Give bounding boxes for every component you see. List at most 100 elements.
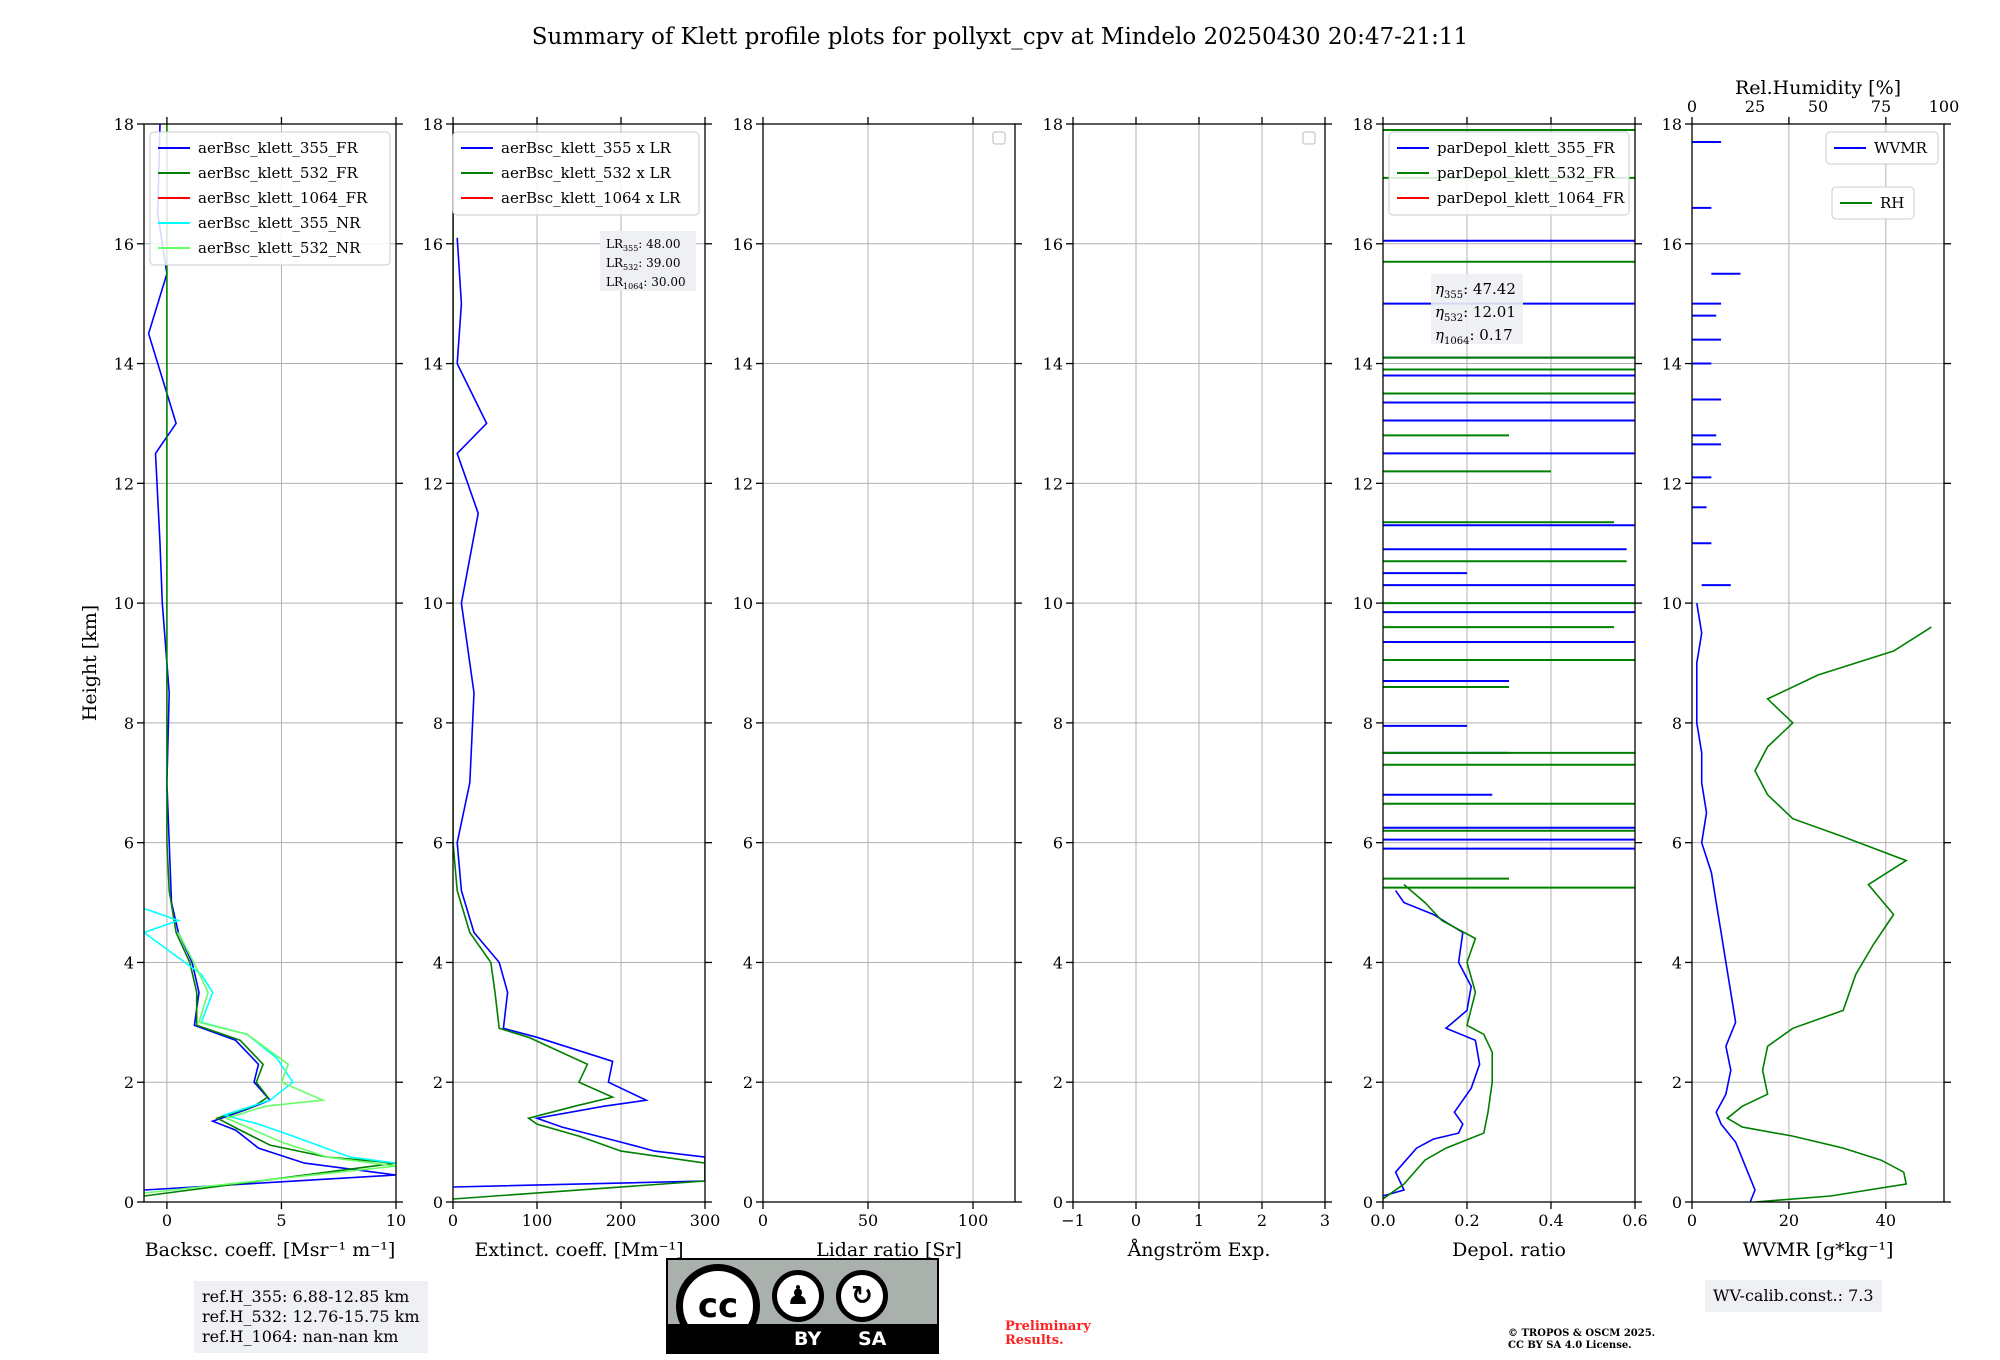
eta-355: η355: 47.42 bbox=[1435, 280, 1516, 301]
panel-extinction: 0 100 200 300 0 2 4 6 8 10 12 14 16 18 Extinct. coeff.… bbox=[423, 115, 721, 1261]
panel-depolarization: 0.0 0.2 0.4 0.6 0 2 4 6 8 10 12 14 16 18 Depol. ratio p… bbox=[1353, 115, 1648, 1261]
license-sa-label: SA bbox=[858, 1328, 887, 1350]
y-tick-label: 6 bbox=[743, 834, 753, 853]
series-aerbsc-klett-532-x-lr-line bbox=[453, 124, 705, 1200]
y-tick-label: 14 bbox=[733, 355, 753, 374]
y-tick-label: 2 bbox=[433, 1073, 443, 1092]
y-tick-label: 0 bbox=[124, 1193, 134, 1212]
legend-box bbox=[1825, 131, 1939, 165]
y-tick-label: 10 bbox=[1353, 594, 1373, 613]
preliminary-line-2: Results. bbox=[1005, 1333, 1064, 1348]
y-tick-label: 12 bbox=[114, 474, 134, 493]
y-tick-label: 0 bbox=[1672, 1193, 1682, 1212]
series-rh-line bbox=[1725, 626, 1932, 1202]
license-by-label: BY bbox=[794, 1328, 822, 1350]
y-tick-label: 12 bbox=[1043, 474, 1063, 493]
y-tick-label: 0 bbox=[743, 1193, 753, 1212]
x-axis-label: Extinct. coeff. [Mm⁻¹] bbox=[474, 1239, 683, 1261]
series-aerbsc-klett-532-fr-line bbox=[144, 124, 396, 1197]
x-tick-label: 3 bbox=[1320, 1211, 1330, 1230]
legend-box bbox=[1388, 131, 1630, 216]
wv-calibration-box: WV-calib.const.: 7.3 bbox=[1705, 1280, 1882, 1312]
y-tick-label: 12 bbox=[1353, 474, 1373, 493]
y-tick-label: 4 bbox=[743, 953, 753, 972]
y-tick-label: 14 bbox=[1353, 355, 1373, 374]
y-tick-label: 8 bbox=[1053, 714, 1063, 733]
x-tick-label: 50 bbox=[858, 1211, 878, 1230]
y-tick-label: 10 bbox=[423, 594, 443, 613]
legend-box bbox=[149, 131, 391, 266]
legend-entry: RH bbox=[1880, 194, 1904, 212]
legend-entry: aerBsc_klett_355 x LR bbox=[501, 139, 672, 157]
x-tick-label: 100 bbox=[522, 1211, 553, 1230]
x-tick-label: 0.2 bbox=[1454, 1211, 1479, 1230]
preliminary-results-note: Preliminary Results. bbox=[1005, 1320, 1091, 1348]
legend-box bbox=[452, 131, 700, 216]
axes-frame bbox=[1382, 123, 1636, 1203]
legend-entry: WVMR bbox=[1874, 139, 1928, 157]
y-tick-label: 18 bbox=[423, 115, 443, 134]
y-tick-label: 16 bbox=[114, 235, 134, 254]
y-tick-label: 0 bbox=[433, 1193, 443, 1212]
preliminary-line-1: Preliminary bbox=[1005, 1319, 1091, 1334]
y-tick-label: 14 bbox=[1043, 355, 1063, 374]
legend-box bbox=[1831, 186, 1915, 220]
y-tick-label: 6 bbox=[1363, 834, 1373, 853]
x-tick-label: 0 bbox=[448, 1211, 458, 1230]
x2-tick-label: 25 bbox=[1745, 97, 1765, 116]
lidar-ratio-355: LR355: 48.00 bbox=[606, 237, 681, 253]
y-tick-label: 4 bbox=[1053, 953, 1063, 972]
empty-legend-box bbox=[1302, 131, 1316, 145]
y-tick-label: 16 bbox=[423, 235, 443, 254]
y-tick-label: 0 bbox=[1363, 1193, 1373, 1212]
panel-backscatter: 0 5 10 0 2 4 6 8 10 12 14 16 18 Backsc. coeff. [Msr⁻¹… bbox=[79, 115, 406, 1261]
copyright-line-2: CC BY SA 4.0 License. bbox=[1508, 1340, 1632, 1351]
plot-area bbox=[1692, 140, 1932, 1202]
wv-calibration-const: WV-calib.const.: 7.3 bbox=[1713, 1286, 1874, 1305]
panel-water_vapor: 0 20 40 0 2 4 6 8 10 12 14 16 18 0 25 50 75 100 Rel.Humidi… bbox=[1662, 77, 1960, 1261]
y-tick-label: 16 bbox=[1043, 235, 1063, 254]
x2-tick-label: 50 bbox=[1808, 97, 1828, 116]
x-tick-label: 5 bbox=[276, 1211, 286, 1230]
legend-entry: aerBsc_klett_532_FR bbox=[198, 164, 358, 182]
series-pardepol-klett-355-fr-line bbox=[1383, 890, 1481, 1197]
y-tick-label: 18 bbox=[114, 115, 134, 134]
reference-height-box: ref.H_355: 6.88-12.85 km ref.H_532: 12.7… bbox=[194, 1281, 428, 1353]
y-tick-label: 8 bbox=[433, 714, 443, 733]
x2-tick-label: 0 bbox=[1687, 97, 1697, 116]
lidar-ratio-1064: LR1064: 30.00 bbox=[606, 275, 686, 291]
x-axis-label: Lidar ratio [Sr] bbox=[816, 1239, 962, 1261]
legend-entry: aerBsc_klett_532_NR bbox=[198, 239, 361, 257]
copyright-line-1: © TROPOS & OSCM 2025. bbox=[1508, 1328, 1656, 1339]
lidar-ratio-box bbox=[600, 231, 696, 291]
axes-frame bbox=[762, 123, 1016, 1203]
axes-frame bbox=[1691, 123, 1945, 1203]
y-tick-label: 18 bbox=[1662, 115, 1682, 134]
license-label-bar: BY SA bbox=[668, 1324, 937, 1352]
legend-entry: parDepol_klett_355_FR bbox=[1437, 139, 1615, 157]
x-axis-label: WVMR [g*kg⁻¹] bbox=[1743, 1239, 1894, 1261]
x-tick-label: 0 bbox=[162, 1211, 172, 1230]
x-tick-label: 0.0 bbox=[1370, 1211, 1395, 1230]
cc-by-sa-license-badge: cc ♟ ↻ BY SA bbox=[666, 1258, 939, 1354]
y-tick-label: 10 bbox=[1662, 594, 1682, 613]
x-tick-label: 10 bbox=[386, 1211, 406, 1230]
legend-entry: aerBsc_klett_355_FR bbox=[198, 139, 358, 157]
series-aerbsc-klett-355-fr-line bbox=[144, 124, 396, 1191]
y-tick-label: 6 bbox=[1053, 834, 1063, 853]
series-aerbsc-klett-532-nr-line bbox=[144, 932, 396, 1194]
legend-entry: aerBsc_klett_532 x LR bbox=[501, 164, 672, 182]
panel-lidar_ratio: 0 50 100 0 2 4 6 8 10 12 14 16 18 Lidar ratio [Sr] bbox=[733, 115, 1022, 1261]
x-tick-label: 0 bbox=[1687, 1211, 1697, 1230]
x-tick-label: 0 bbox=[758, 1211, 768, 1230]
y-tick-label: 18 bbox=[733, 115, 753, 134]
ref-height-1064: ref.H_1064: nan-nan km bbox=[202, 1327, 399, 1346]
y-tick-label: 2 bbox=[743, 1073, 753, 1092]
ref-height-355: ref.H_355: 6.88-12.85 km bbox=[202, 1287, 410, 1306]
x-tick-label: 2 bbox=[1257, 1211, 1267, 1230]
x-tick-label: −1 bbox=[1061, 1211, 1085, 1230]
x-tick-label: 20 bbox=[1779, 1211, 1799, 1230]
lidar-ratio-532: LR532: 39.00 bbox=[606, 256, 681, 272]
series-pardepol-klett-532-fr-line bbox=[1383, 883, 1493, 1200]
